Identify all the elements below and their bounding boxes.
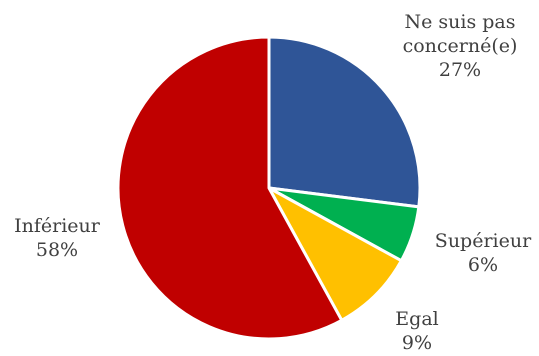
slice-value-label: 58%: [36, 239, 78, 261]
slice-category-label: Supérieur: [435, 230, 532, 252]
slice-category-label: concerné(e): [403, 35, 518, 57]
slice-value-label: 9%: [402, 332, 432, 354]
pie-slice: [267, 186, 403, 322]
slice-category-label: Ne suis pas: [404, 11, 515, 33]
pie-slice: [267, 35, 422, 209]
pie-slice: [116, 35, 344, 341]
slice-category-label: Egal: [395, 308, 438, 330]
slice-value-label: 27%: [439, 59, 481, 81]
slice-value-label: 6%: [468, 254, 498, 276]
slice-category-label: Inférieur: [14, 215, 101, 237]
